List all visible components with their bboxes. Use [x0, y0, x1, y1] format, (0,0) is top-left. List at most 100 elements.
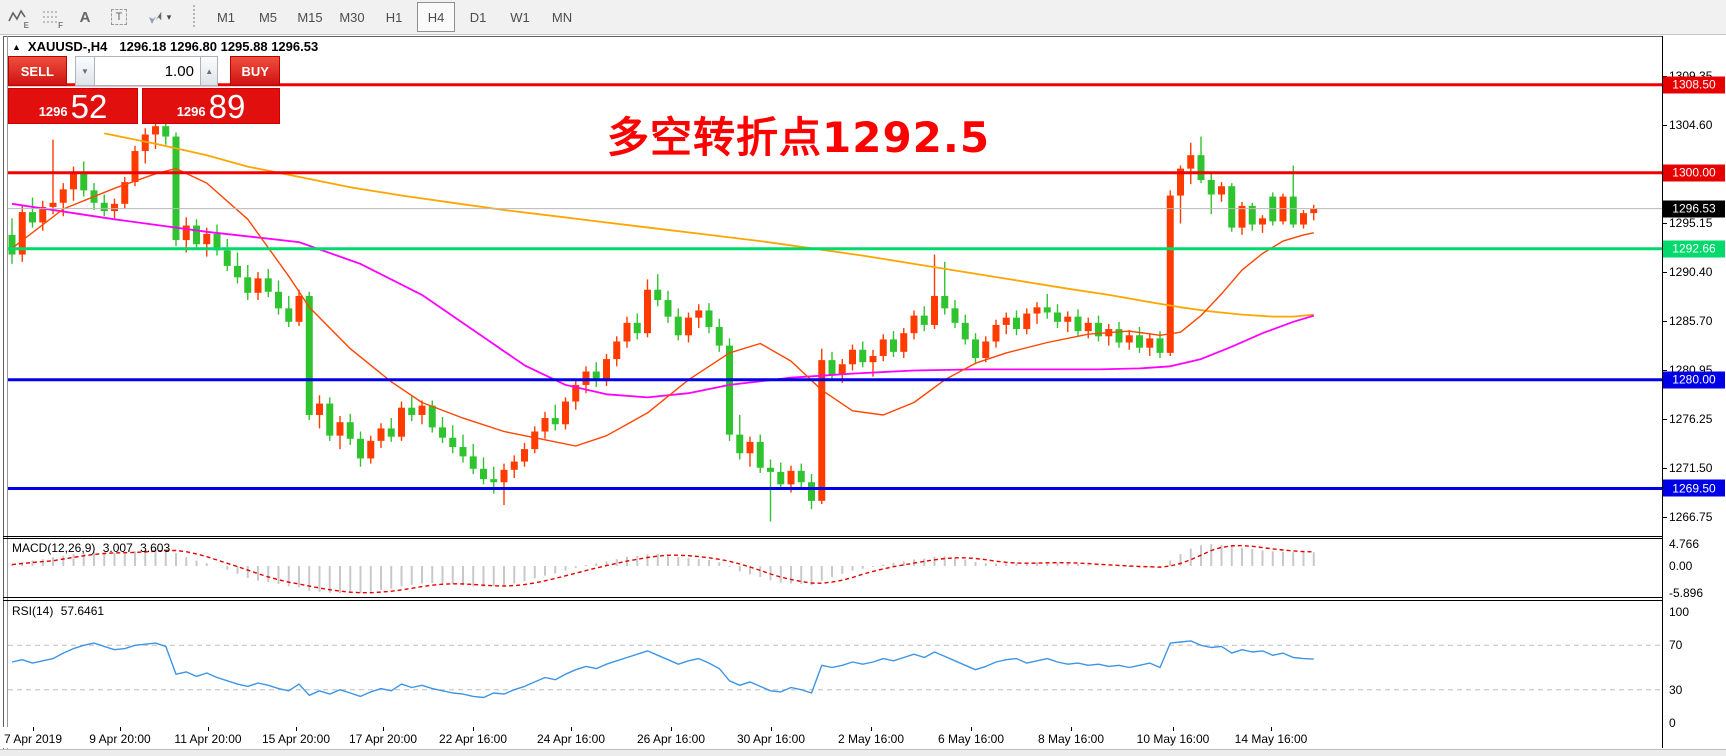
time-tick-label: 17 Apr 20:00: [348, 732, 418, 746]
rsi-value: 57.6461: [60, 604, 105, 618]
sell-button[interactable]: SELL: [8, 56, 67, 86]
buy-button[interactable]: BUY: [230, 56, 280, 86]
cursor-tool-icon[interactable]: ▾: [137, 2, 181, 32]
price-tick-mark: [1663, 320, 1667, 322]
candle-body: [572, 384, 580, 402]
candle-body: [531, 431, 539, 450]
timeframe-button-m1[interactable]: M1: [216, 9, 236, 25]
timeframe-button-h4[interactable]: H4: [417, 2, 455, 32]
candle-body: [285, 308, 293, 322]
candle-body: [931, 295, 938, 325]
candle-body: [767, 467, 774, 472]
candle-body: [756, 441, 764, 468]
horizontal-lines-layer[interactable]: [8, 83, 1662, 490]
candle-body: [346, 422, 354, 439]
candle-body: [705, 310, 713, 327]
candle-body: [633, 322, 641, 334]
candle-body: [1238, 205, 1246, 228]
time-tick-label: 6 May 16:00: [937, 732, 1005, 746]
candle-body: [326, 403, 334, 436]
rsi-header: RSI(14) 57.6461: [12, 604, 108, 618]
price-tick-mark: [1663, 222, 1667, 224]
candle-body: [808, 482, 815, 501]
candle-body: [1074, 316, 1082, 332]
sell-price-display[interactable]: 1296 52: [8, 88, 139, 124]
time-axis[interactable]: 7 Apr 2019 9 Apr 20:00 11 Apr 20:00 15 Apr …: [3, 727, 1662, 748]
candle-body: [1228, 186, 1236, 228]
candle-body: [551, 418, 559, 425]
candle-body: [685, 317, 692, 336]
timeframe-button-m15[interactable]: M15: [297, 9, 323, 25]
price-tick-label: 1266.75: [1669, 509, 1713, 524]
candle-body: [736, 434, 744, 454]
volume-decrease-button[interactable]: ▼: [74, 56, 96, 86]
candle-body: [838, 364, 846, 375]
candle-body: [141, 134, 149, 152]
time-tick-mark: [571, 727, 572, 731]
candle-body: [480, 468, 487, 480]
candle-body: [1156, 338, 1164, 353]
rsi-line: [11, 640, 1314, 699]
candle-body: [1013, 317, 1020, 330]
candle-body: [172, 136, 180, 241]
price-tick-mark: [1663, 369, 1667, 371]
grid-icon[interactable]: F: [35, 2, 67, 32]
candle-body: [100, 202, 108, 212]
candle-body: [920, 315, 928, 325]
axis-separator: [1662, 36, 1663, 748]
candle-body: [797, 470, 805, 483]
candle-body: [408, 407, 416, 415]
letter-t-glyph: T: [110, 9, 128, 25]
candle-body: [1146, 338, 1154, 348]
candle-body: [39, 206, 47, 223]
time-tick-mark: [473, 727, 474, 731]
candle-body: [111, 203, 118, 212]
price-axis[interactable]: 1309.351304.601295.151290.401285.701280.…: [1663, 36, 1726, 748]
candle-body: [603, 359, 610, 381]
volume-input[interactable]: 1.00: [95, 56, 200, 86]
candles-layer: [8, 113, 1318, 522]
timeframe-button-mn[interactable]: MN: [551, 9, 573, 25]
icon-subscript: F: [58, 21, 63, 30]
timeframe-button-d1[interactable]: D1: [469, 9, 487, 25]
candle-body: [654, 289, 662, 301]
text-label-icon[interactable]: A: [69, 2, 101, 32]
symbol-period-label: XAUUSD-,H4: [27, 39, 108, 54]
candle-body: [910, 315, 918, 334]
candle-body: [859, 349, 867, 363]
candle-body: [1177, 168, 1184, 196]
letter-a-glyph: A: [79, 8, 91, 26]
candle-body: [1166, 195, 1174, 353]
time-tick-label: 8 May 16:00: [1037, 732, 1105, 746]
candle-body: [377, 428, 385, 441]
candle-body: [972, 339, 979, 359]
timeframe-button-h1[interactable]: H1: [385, 9, 403, 25]
time-tick-mark: [1071, 727, 1072, 731]
rsi-panel-layer: [8, 640, 1662, 699]
text-box-icon[interactable]: T: [103, 2, 135, 32]
buy-price-display[interactable]: 1296 89: [142, 88, 280, 124]
time-tick-mark: [1173, 727, 1174, 731]
candle-body: [254, 278, 262, 293]
trade-panel-collapse-icon[interactable]: ▲: [12, 41, 21, 52]
one-click-trade-panel: SELL ▼ 1.00 ▲ BUY 1296 52 1296 89: [8, 56, 280, 124]
rsi-panel-top-border2: [3, 600, 1726, 601]
time-tick-label: 9 Apr 20:00: [89, 732, 151, 746]
candle-body: [1136, 335, 1143, 348]
ma-slow-orange-line: [104, 132, 1314, 318]
candle-body: [664, 300, 672, 317]
volume-increase-button[interactable]: ▲: [199, 56, 219, 86]
toolbar-drag-handle[interactable]: [192, 5, 197, 29]
timeframe-button-w1[interactable]: W1: [510, 9, 530, 25]
price-tick-mark: [1663, 125, 1667, 127]
time-tick-label: 10 May 16:00: [1136, 732, 1210, 746]
candle-body: [336, 422, 344, 436]
candle-body: [510, 461, 518, 470]
timeframe-button-m5[interactable]: M5: [258, 9, 278, 25]
candle-body: [1084, 322, 1092, 332]
timeframe-button-m30[interactable]: M30: [339, 9, 365, 25]
indicators-icon[interactable]: E: [1, 2, 33, 32]
macd-name: MACD(12,26,9): [12, 541, 96, 555]
candle-body: [203, 233, 211, 245]
